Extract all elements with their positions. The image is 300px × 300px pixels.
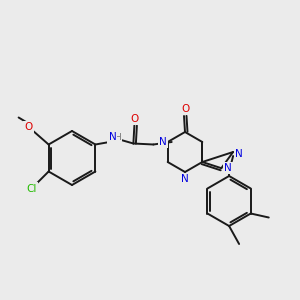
Text: N: N: [181, 174, 189, 184]
Text: N: N: [235, 149, 243, 159]
Text: O: O: [130, 113, 139, 124]
Text: O: O: [181, 104, 189, 114]
Text: N: N: [159, 137, 167, 147]
Text: O: O: [25, 122, 33, 133]
Text: N: N: [224, 163, 232, 173]
Text: H: H: [114, 133, 121, 142]
Text: N: N: [109, 133, 116, 142]
Text: Cl: Cl: [26, 184, 37, 194]
